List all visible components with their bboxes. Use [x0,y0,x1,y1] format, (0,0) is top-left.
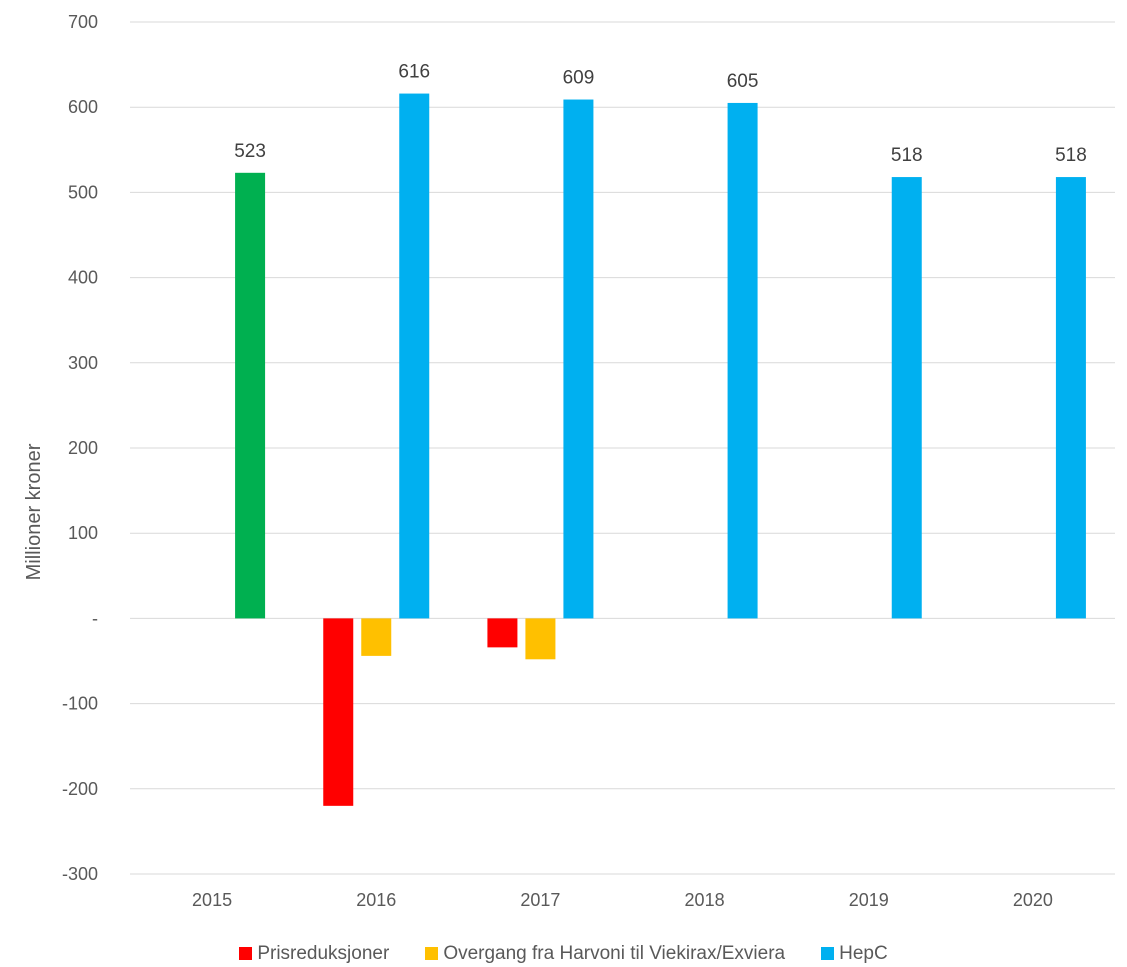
legend-item-prisreduksjoner: Prisreduksjoner [239,943,389,965]
bars [235,93,1086,806]
y-tick-label: 100 [68,523,98,543]
y-tick-label: 300 [68,353,98,373]
data-label: 616 [398,62,430,83]
bar [399,93,430,619]
y-tick-label: - [92,608,98,628]
bar [1055,177,1086,619]
legend: Prisreduksjoner Overgang fra Harvoni til… [0,940,1127,967]
legend-label: Overgang fra Harvoni til Viekirax/Exvier… [443,942,786,964]
legend-swatch-yellow [425,947,439,960]
y-tick-label: 600 [68,97,98,117]
x-tick-label: 2020 [1013,890,1053,910]
y-tick-label: 200 [68,438,98,458]
bar [361,618,392,656]
bar [323,618,354,806]
x-tick-label: 2019 [849,890,889,910]
bar [487,618,518,648]
y-tick-label: -100 [62,694,98,714]
data-label: 518 [891,145,923,166]
data-label: 518 [1055,145,1087,166]
y-tick-label: 700 [68,12,98,32]
x-axis-ticks: 2015 2016 2017 2018 2019 2020 [192,890,1053,910]
y-axis-title: Millioner kroner [23,443,45,580]
legend-item-hepc: HepC [821,943,888,965]
gridlines [130,21,1115,875]
legend-label: HepC [839,942,888,964]
bar [525,618,556,660]
bar [727,102,758,619]
legend-swatch-blue [821,947,835,960]
legend-label: Prisreduksjoner [257,942,390,964]
y-tick-label: 500 [68,182,98,202]
x-tick-label: 2018 [685,890,725,910]
bar [891,177,922,619]
legend-swatch-red [239,947,253,960]
y-tick-label: 400 [68,268,98,288]
y-tick-label: -200 [62,779,98,799]
x-tick-label: 2017 [520,890,560,910]
bar [563,99,594,619]
data-label: 523 [234,141,266,162]
x-tick-label: 2016 [356,890,396,910]
legend-item-overgang: Overgang fra Harvoni til Viekirax/Exvier… [425,943,785,965]
data-label: 609 [563,68,595,89]
data-labels: 523 616 609 605 518 518 [234,62,1087,166]
y-tick-label: -300 [62,864,98,884]
x-tick-label: 2015 [192,890,232,910]
data-label: 605 [727,71,759,92]
bar [235,172,266,619]
